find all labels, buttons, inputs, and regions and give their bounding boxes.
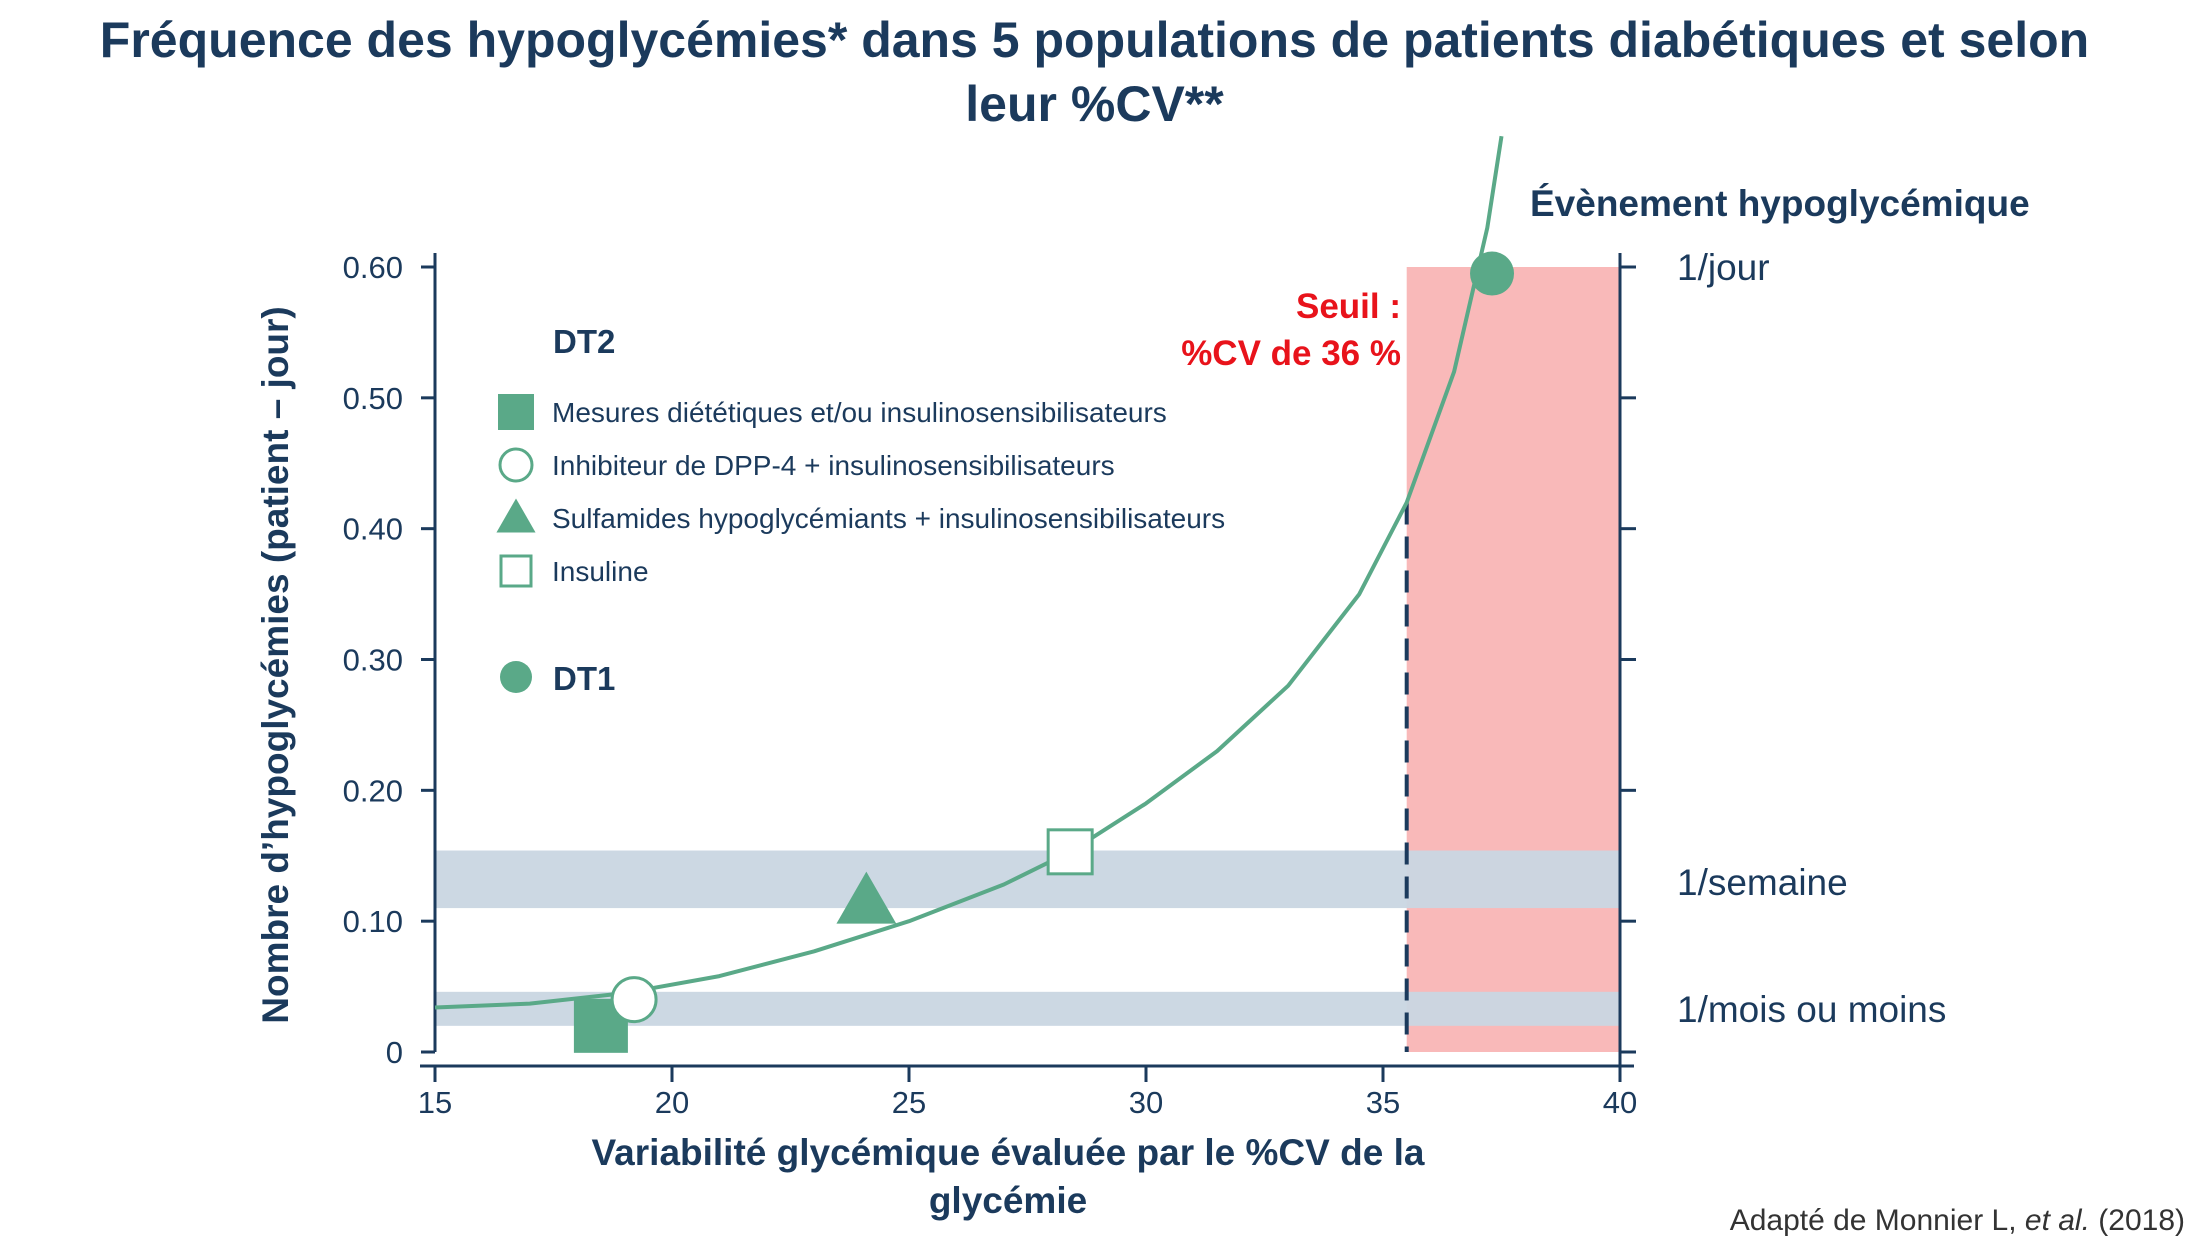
- y-tick-label-0: 0: [386, 1035, 403, 1070]
- chart-axes-layer: 0 0.10 0.20 0.30 0.40 0.50 0.60 15 20 25 30 35 40: [343, 250, 1638, 1120]
- x-axis-label-line2: glycémie: [929, 1180, 1087, 1221]
- x-axis-label-line1: Variabilité glycémique évaluée par le %C…: [592, 1132, 1425, 1173]
- y-tick-label-3: 0.30: [343, 643, 403, 678]
- legend-marker-dt1: [500, 661, 532, 693]
- source-prefix: Adapté de Monnier L,: [1729, 1204, 2025, 1237]
- legend-title-dt1: DT1: [553, 660, 615, 697]
- legend-label-4: Insuline: [552, 556, 649, 587]
- y-tick-label-4: 0.40: [343, 512, 403, 547]
- chart-title-line1: Fréquence des hypoglycémies* dans 5 popu…: [99, 12, 2090, 68]
- chart-curve-layer: [434, 135, 1504, 1010]
- x-tick-label-2: 25: [892, 1085, 926, 1120]
- legend-marker-4: [499, 554, 533, 588]
- source-citation: Adapté de Monnier L, et al. (2018): [1730, 1204, 2185, 1238]
- x-tick-label-1: 20: [655, 1085, 689, 1120]
- right-axis-title: Évènement hypoglycémique: [1530, 183, 2030, 224]
- legend-marker-3: [496, 498, 536, 533]
- data-point-2: [610, 976, 658, 1024]
- right-label-1: 1/jour: [1677, 247, 1770, 288]
- source-suffix: (2018): [2089, 1204, 2185, 1237]
- y-tick-label-2: 0.20: [343, 773, 403, 808]
- x-tick-label-0: 15: [418, 1085, 452, 1120]
- y-axis-label: Nombre d’hypoglycémies (patient – jour): [255, 306, 296, 1024]
- legend-label-1: Mesures diététiques et/ou insulinosensib…: [552, 397, 1167, 428]
- chart-background-layer: [435, 267, 1620, 1052]
- data-point-4: [1046, 828, 1094, 876]
- threshold-zone: [1406, 267, 1620, 1052]
- chart-title: Fréquence des hypoglycémies* dans 5 popu…: [0, 8, 2189, 136]
- right-label-2: 1/semaine: [1677, 862, 1848, 903]
- legend-label-2: Inhibiteur de DPP-4 + insulinosensibilis…: [552, 450, 1115, 481]
- x-tick-label-5: 40: [1603, 1085, 1637, 1120]
- data-point-3: [836, 871, 897, 924]
- chart-title-line2: leur %CV**: [965, 76, 1224, 132]
- chart-text-layer: Seuil : %CV de 36 % Évènement hypoglycémiq…: [255, 183, 2030, 1221]
- legend-marker-2: [498, 447, 534, 483]
- fit-curve: [434, 135, 1504, 1010]
- y-tick-label-5: 0.50: [343, 381, 403, 416]
- x-tick-label-3: 30: [1129, 1085, 1163, 1120]
- chart-marks-layer: [573, 251, 1515, 1053]
- legend-label-3: Sulfamides hypoglycémiants + insulinosen…: [552, 503, 1225, 534]
- x-tick-label-4: 35: [1366, 1085, 1400, 1120]
- threshold-label-line2: %CV de 36 %: [1181, 334, 1401, 373]
- right-label-3: 1/mois ou moins: [1677, 989, 1946, 1030]
- chart-legend: DT2 Mesures diététiques et/ou insulinosen…: [496, 323, 1225, 697]
- y-tick-label-6: 0.60: [343, 250, 403, 285]
- frequency-band-2: [435, 850, 1620, 909]
- threshold-label-line1: Seuil :: [1296, 287, 1401, 326]
- legend-marker-1: [498, 394, 534, 430]
- source-italic: et al.: [2024, 1204, 2090, 1237]
- legend-title-dt2: DT2: [553, 323, 615, 360]
- data-point-5: [1470, 251, 1515, 296]
- y-tick-label-1: 0.10: [343, 904, 403, 939]
